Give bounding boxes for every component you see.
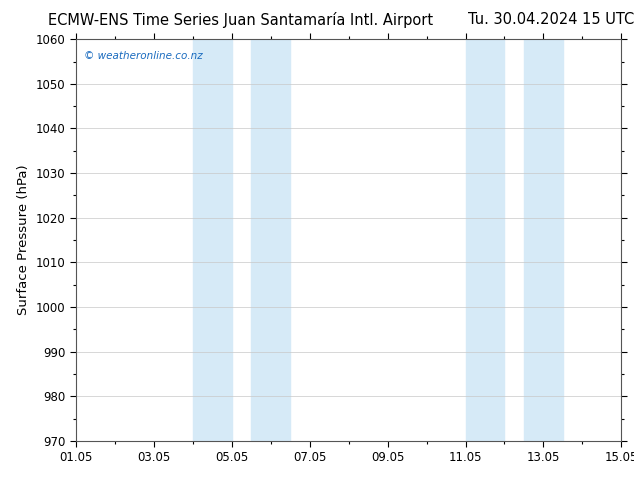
Bar — [251, 39, 290, 441]
Text: ECMW-ENS Time Series Juan Santamaría Intl. Airport: ECMW-ENS Time Series Juan Santamaría Int… — [48, 12, 434, 28]
Bar — [524, 39, 563, 441]
Text: Tu. 30.04.2024 15 UTC: Tu. 30.04.2024 15 UTC — [469, 12, 634, 27]
Text: © weatheronline.co.nz: © weatheronline.co.nz — [84, 51, 203, 61]
Bar — [193, 39, 232, 441]
Y-axis label: Surface Pressure (hPa): Surface Pressure (hPa) — [17, 165, 30, 316]
Bar — [465, 39, 505, 441]
